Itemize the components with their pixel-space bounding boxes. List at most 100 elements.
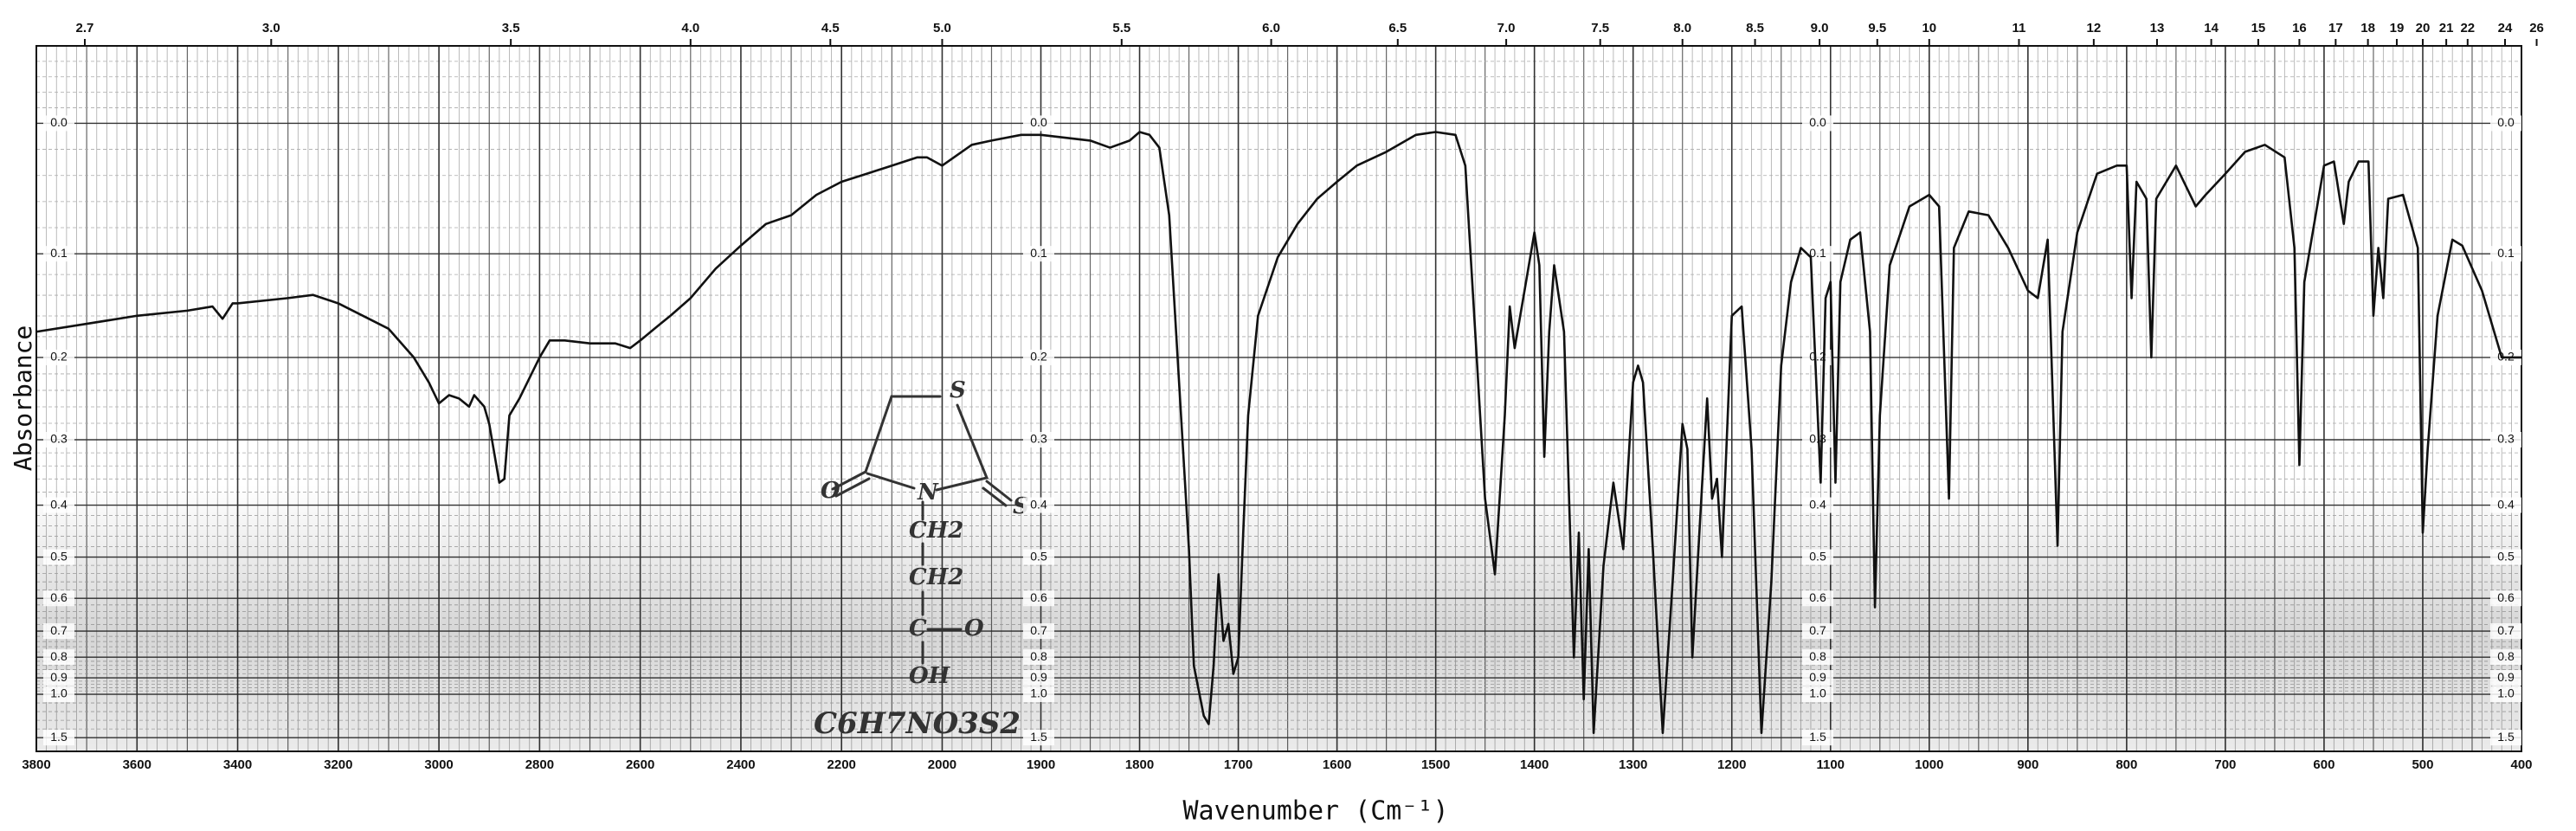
x2-tick-label: 15: [2251, 21, 2266, 35]
y-tick-label: 1.5: [2497, 730, 2515, 744]
y-tick-label: 0.9: [1809, 670, 1826, 684]
y-tick-label: 1.0: [2497, 686, 2515, 700]
y-tick-label: 0.4: [2497, 497, 2515, 511]
y-tick-label-bg: [1023, 730, 1054, 746]
y-tick-label-bg: [1802, 497, 1833, 513]
x2-tick-label: 20: [2416, 21, 2431, 35]
x2-tick-label: 5.5: [1112, 21, 1130, 35]
y-tick-label-bg: [1023, 115, 1054, 132]
y-tick-label-bg: [1023, 590, 1054, 607]
x2-tick-label: 12: [2087, 21, 2102, 35]
structure-label: O: [821, 478, 840, 504]
y-tick-label: 0.7: [2497, 623, 2515, 637]
y-tick-label-bg: [43, 246, 74, 262]
y-tick-label-bg: [1023, 549, 1054, 565]
x2-tick-label: 14: [2204, 21, 2219, 35]
y-tick-label: 0.8: [2497, 649, 2515, 663]
x-tick-label: 1900: [1027, 757, 1055, 772]
scan-shading: [36, 485, 2521, 751]
y-tick-label-bg: [43, 349, 74, 365]
y-tick-label: 0.4: [1809, 497, 1826, 511]
y-tick-label: 0.7: [50, 623, 68, 637]
x2-tick-label: 9.5: [1868, 21, 1886, 35]
x-tick-label: 2800: [525, 757, 554, 772]
x2-tick-label: 18: [2360, 21, 2375, 35]
y-tick-label: 0.3: [2497, 432, 2515, 446]
y-tick-label: 0.2: [1809, 350, 1826, 364]
structure-label: N: [917, 480, 939, 506]
x-tick-label: 3000: [424, 757, 453, 772]
x2-tick-label: 17: [2328, 21, 2343, 35]
y-tick-label-bg: [43, 730, 74, 746]
y-tick-label: 0.8: [1030, 649, 1047, 663]
x-tick-label: 1400: [1520, 757, 1549, 772]
x2-tick-label: 11: [2012, 21, 2026, 35]
y-tick-label: 0.5: [1809, 549, 1826, 563]
structure-sketch: S O N S CH2 CH2 C O OH C6H7NO3S2: [814, 377, 1029, 741]
y-tick-label: 1.5: [1030, 730, 1047, 744]
y-tick-label: 0.3: [1030, 432, 1047, 446]
structure-label: O: [964, 615, 984, 641]
y-tick-label: 0.6: [50, 590, 68, 604]
y-tick-label-bg: [43, 623, 74, 640]
y-tick-label-bg: [1802, 349, 1833, 365]
y-tick-label-bg: [43, 590, 74, 607]
y-tick-label-bg: [2490, 497, 2521, 513]
y-tick-label: 0.9: [1030, 670, 1047, 684]
structure-label: C: [909, 615, 927, 641]
x2-tick-label: 24: [2498, 21, 2513, 35]
x2-tick-label: 8.0: [1673, 21, 1691, 35]
y-tick-label: 0.4: [1030, 497, 1047, 511]
structure-label: CH2: [909, 564, 963, 590]
x-tick-label: 1100: [1816, 757, 1845, 772]
spectrum-line: [35, 131, 2521, 735]
y-tick-label-bg: [2490, 432, 2521, 448]
x2-tick-label: 3.5: [502, 21, 520, 35]
x-tick-label: 700: [2214, 757, 2236, 772]
y-tick-label-bg: [43, 497, 74, 513]
y-tick-label-bg: [1023, 349, 1054, 365]
y-tick-label-bg: [2490, 686, 2521, 703]
y-tick-label: 0.0: [1809, 115, 1826, 129]
x-tick-label: 500: [2412, 757, 2433, 772]
y-tick-label: 0.8: [50, 649, 68, 663]
x2-tick-label: 3.0: [262, 21, 280, 35]
y-tick-label-bg: [2490, 549, 2521, 565]
y-tick-label-bg: [1802, 590, 1833, 607]
x-tick-label: 1000: [1915, 757, 1943, 772]
plot-frame: [35, 45, 2522, 752]
y-tick-label-bg: [43, 549, 74, 565]
y-tick-label: 0.1: [50, 246, 68, 260]
y-tick-label-bg: [1802, 670, 1833, 686]
y-tick-label-bg: [43, 686, 74, 703]
x-tick-label: 900: [2017, 757, 2038, 772]
x-tick-label: 1700: [1224, 757, 1253, 772]
x2-tick-label: 26: [2529, 21, 2544, 35]
y-tick-label-bg: [2490, 623, 2521, 640]
y-tick-label-bg: [2490, 115, 2521, 132]
y-tick-label: 0.9: [50, 670, 68, 684]
x-tick-label: 2600: [626, 757, 654, 772]
y-tick-label: 0.5: [1030, 549, 1047, 563]
x-tick-label: 2000: [928, 757, 956, 772]
y-tick-label-bg: [1802, 549, 1833, 565]
y-tick-label: 0.6: [1030, 590, 1047, 604]
y-tick-label: 0.5: [2497, 549, 2515, 563]
x2-tick-label: 13: [2150, 21, 2165, 35]
x-tick-label: 400: [2510, 757, 2532, 772]
x-tick-label: 3600: [123, 757, 151, 772]
x2-tick-label: 10: [1922, 21, 1936, 35]
y-tick-label: 0.9: [2497, 670, 2515, 684]
y-tick-label-bg: [43, 432, 74, 448]
x2-tick-label: 4.0: [681, 21, 699, 35]
y-tick-label-bg: [43, 649, 74, 666]
x2-tick-label: 9.0: [1811, 21, 1829, 35]
structure-label: OH: [909, 663, 951, 689]
structure-label: S: [950, 377, 966, 403]
y-tick-label: 0.6: [1809, 590, 1826, 604]
x2-tick-label: 19: [2390, 21, 2405, 35]
x-tick-label: 1200: [1717, 757, 1746, 772]
y-tick-label-bg: [1023, 623, 1054, 640]
x-tick-label: 600: [2313, 757, 2334, 772]
